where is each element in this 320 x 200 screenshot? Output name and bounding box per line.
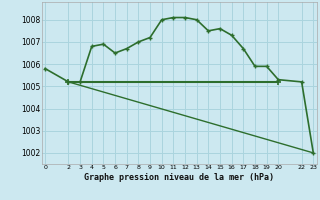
X-axis label: Graphe pression niveau de la mer (hPa): Graphe pression niveau de la mer (hPa) bbox=[84, 173, 274, 182]
